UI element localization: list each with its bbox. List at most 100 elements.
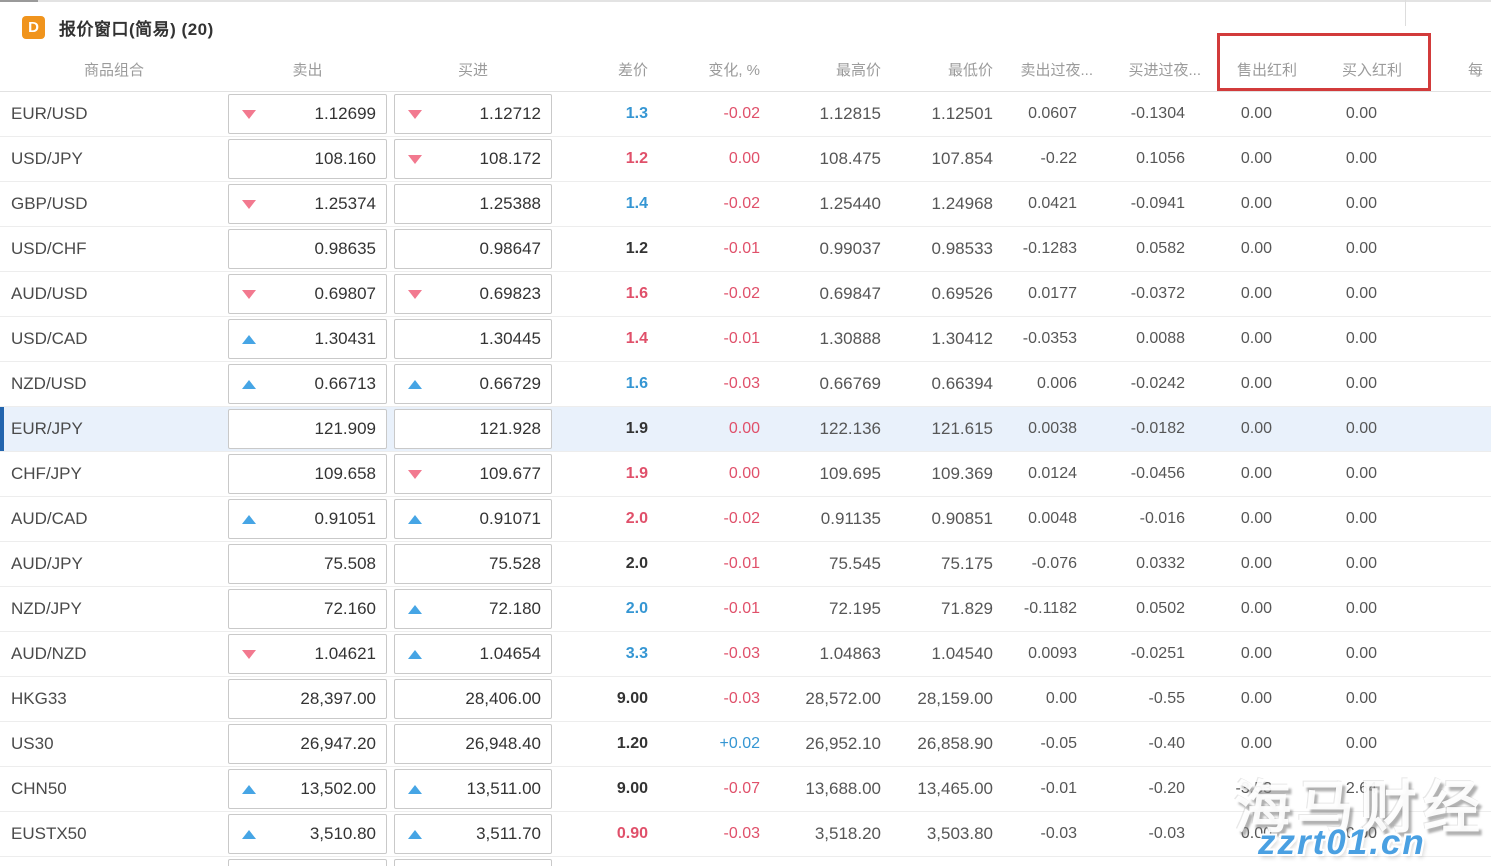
col-header-buy[interactable]: 买进 <box>457 62 488 79</box>
sell-dividend-cell: 0.00 <box>1240 735 1272 752</box>
buy-price-box[interactable]: 1.04654 <box>394 634 552 674</box>
sell-price-box[interactable]: 108.160 <box>228 139 387 179</box>
buy-overnight-cell: -0.016 <box>1139 510 1185 527</box>
table-row[interactable]: AUD/CAD 0.91051 0.91071 2.0 -0.02 0.9113… <box>0 497 1491 542</box>
table-row[interactable]: HKG33 28,397.00 28,406.00 9.00 -0.03 28,… <box>0 677 1491 722</box>
change-percent-cell: -0.03 <box>723 825 760 842</box>
sell-price-box[interactable] <box>228 859 387 866</box>
col-header-high[interactable]: 最高价 <box>835 62 881 79</box>
sell-dividend-cell: 0.00 <box>1240 825 1272 842</box>
table-row[interactable]: GBP/USD 1.25374 1.25388 1.4 -0.02 1.2544… <box>0 182 1491 227</box>
sell-price-box[interactable]: 0.69807 <box>228 274 387 314</box>
buy-price: 72.180 <box>489 599 541 618</box>
sell-price-box[interactable]: 0.66713 <box>228 364 387 404</box>
sell-dividend-cell: 0.00 <box>1240 465 1272 482</box>
triangle-down-icon <box>408 109 422 119</box>
col-header-change-percent[interactable]: 变化, % <box>708 62 760 79</box>
buy-price: 28,406.00 <box>465 689 541 708</box>
buy-price-box[interactable]: 1.30445 <box>394 319 552 359</box>
buy-price-box[interactable]: 72.180 <box>394 589 552 629</box>
sell-price-box[interactable]: 26,947.20 <box>228 724 387 764</box>
sell-overnight-cell: 0.0177 <box>1028 285 1077 302</box>
table-row[interactable]: EUSTX50 3,510.80 3,511.70 0.90 -0.03 3,5… <box>0 812 1491 857</box>
sell-price-box[interactable]: 1.04621 <box>228 634 387 674</box>
buy-price-box[interactable]: 0.98647 <box>394 229 552 269</box>
sell-price-box[interactable]: 1.30431 <box>228 319 387 359</box>
buy-price-box[interactable]: 3,511.70 <box>394 814 552 854</box>
buy-price-box[interactable]: 0.91071 <box>394 499 552 539</box>
buy-price-box[interactable]: 26,948.40 <box>394 724 552 764</box>
table-row[interactable]: CHF/JPY 109.658 109.677 1.9 0.00 109.695… <box>0 452 1491 497</box>
buy-price-box[interactable]: 75.528 <box>394 544 552 584</box>
buy-price-box[interactable]: 109.677 <box>394 454 552 494</box>
sell-overnight-cell: 0.0048 <box>1028 510 1077 527</box>
table-row[interactable]: AUD/USD 0.69807 0.69823 1.6 -0.02 0.6984… <box>0 272 1491 317</box>
sell-price-box[interactable]: 0.98635 <box>228 229 387 269</box>
buy-overnight-cell: -0.03 <box>1148 825 1185 842</box>
col-header-per-cutoff[interactable]: 每 <box>1467 62 1483 79</box>
col-header-symbol[interactable]: 商品组合 <box>83 62 144 79</box>
triangle-up-icon <box>408 784 422 794</box>
high-cell: 26,952.10 <box>805 734 881 753</box>
spread-cell: 9.00 <box>616 780 648 797</box>
low-cell: 75.175 <box>941 554 993 573</box>
table-row[interactable]: CHN50 13,502.00 13,511.00 9.00 -0.07 13,… <box>0 767 1491 812</box>
buy-price-box[interactable]: 121.928 <box>394 409 552 449</box>
buy-price-box[interactable] <box>394 859 552 866</box>
table-row[interactable]: EUR/JPY 121.909 121.928 1.9 0.00 122.136… <box>0 407 1491 452</box>
sell-price-box[interactable]: 109.658 <box>228 454 387 494</box>
col-header-low[interactable]: 最低价 <box>947 62 993 79</box>
sell-dividend-cell: 0.00 <box>1240 375 1272 392</box>
buy-price-box[interactable]: 1.12712 <box>394 94 552 134</box>
spread-cell: 1.3 <box>625 105 648 122</box>
sell-price-box[interactable]: 3,510.80 <box>228 814 387 854</box>
table-row[interactable]: EUR/USD 1.12699 1.12712 1.3 -0.02 1.1281… <box>0 92 1491 137</box>
table-row[interactable]: NZD/USD 0.66713 0.66729 1.6 -0.03 0.6676… <box>0 362 1491 407</box>
sell-price-box[interactable]: 13,502.00 <box>228 769 387 809</box>
symbol-cell: CHF/JPY <box>11 464 82 483</box>
table-row[interactable]: NZD/JPY 72.160 72.180 2.0 -0.01 72.195 7… <box>0 587 1491 632</box>
buy-price-box[interactable]: 0.66729 <box>394 364 552 404</box>
buy-dividend-cell: 0.00 <box>1345 375 1377 392</box>
table-row[interactable]: AUD/NZD 1.04621 1.04654 3.3 -0.03 1.0486… <box>0 632 1491 677</box>
sell-overnight-cell: -0.1283 <box>1022 240 1077 257</box>
sell-price-box[interactable]: 1.12699 <box>228 94 387 134</box>
sell-price: 72.160 <box>324 599 376 618</box>
table-row[interactable]: USD/JPY 108.160 108.172 1.2 0.00 108.475… <box>0 137 1491 182</box>
table-row[interactable]: US30 26,947.20 26,948.40 1.20 +0.02 26,9… <box>0 722 1491 767</box>
sell-price-box[interactable]: 72.160 <box>228 589 387 629</box>
sell-price-box[interactable]: 1.25374 <box>228 184 387 224</box>
buy-dividend-cell: 0.00 <box>1345 690 1377 707</box>
buy-price-box[interactable]: 0.69823 <box>394 274 552 314</box>
symbol-cell: NZD/USD <box>11 374 87 393</box>
col-header-sell-overnight[interactable]: 卖出过夜... <box>1020 62 1093 79</box>
sell-overnight-cell: -0.01 <box>1040 780 1077 797</box>
window-top-border-dark-segment <box>0 0 38 2</box>
spread-cell: 1.2 <box>625 150 648 167</box>
buy-price-box[interactable]: 28,406.00 <box>394 679 552 719</box>
symbol-cell: USD/JPY <box>11 149 83 168</box>
sell-overnight-cell: 0.006 <box>1036 375 1077 392</box>
col-header-sell[interactable]: 卖出 <box>292 62 323 79</box>
table-row[interactable]: USD/CHF 0.98635 0.98647 1.2 -0.01 0.9903… <box>0 227 1491 272</box>
partial-row[interactable] <box>0 857 1491 866</box>
sell-price-box[interactable]: 121.909 <box>228 409 387 449</box>
high-cell: 3,518.20 <box>814 824 881 843</box>
triangle-up-icon <box>408 514 422 524</box>
sell-price-box[interactable]: 75.508 <box>228 544 387 584</box>
triangle-down-icon <box>242 649 256 659</box>
sell-price-box[interactable]: 28,397.00 <box>228 679 387 719</box>
sell-price-box[interactable]: 0.91051 <box>228 499 387 539</box>
table-row[interactable]: USD/CAD 1.30431 1.30445 1.4 -0.01 1.3088… <box>0 317 1491 362</box>
spread-cell: 1.4 <box>625 195 648 212</box>
buy-price-box[interactable]: 1.25388 <box>394 184 552 224</box>
col-header-spread[interactable]: 差价 <box>617 62 648 79</box>
col-header-buy-overnight[interactable]: 买进过夜... <box>1128 62 1201 79</box>
buy-price-box[interactable]: 108.172 <box>394 139 552 179</box>
buy-price-box[interactable]: 13,511.00 <box>394 769 552 809</box>
buy-price: 108.172 <box>479 149 541 168</box>
col-header-sell-dividend[interactable]: 售出红利 <box>1236 62 1297 79</box>
col-header-buy-dividend[interactable]: 买入红利 <box>1341 62 1402 79</box>
sell-dividend-cell: 0.00 <box>1240 240 1272 257</box>
table-row[interactable]: AUD/JPY 75.508 75.528 2.0 -0.01 75.545 7… <box>0 542 1491 587</box>
